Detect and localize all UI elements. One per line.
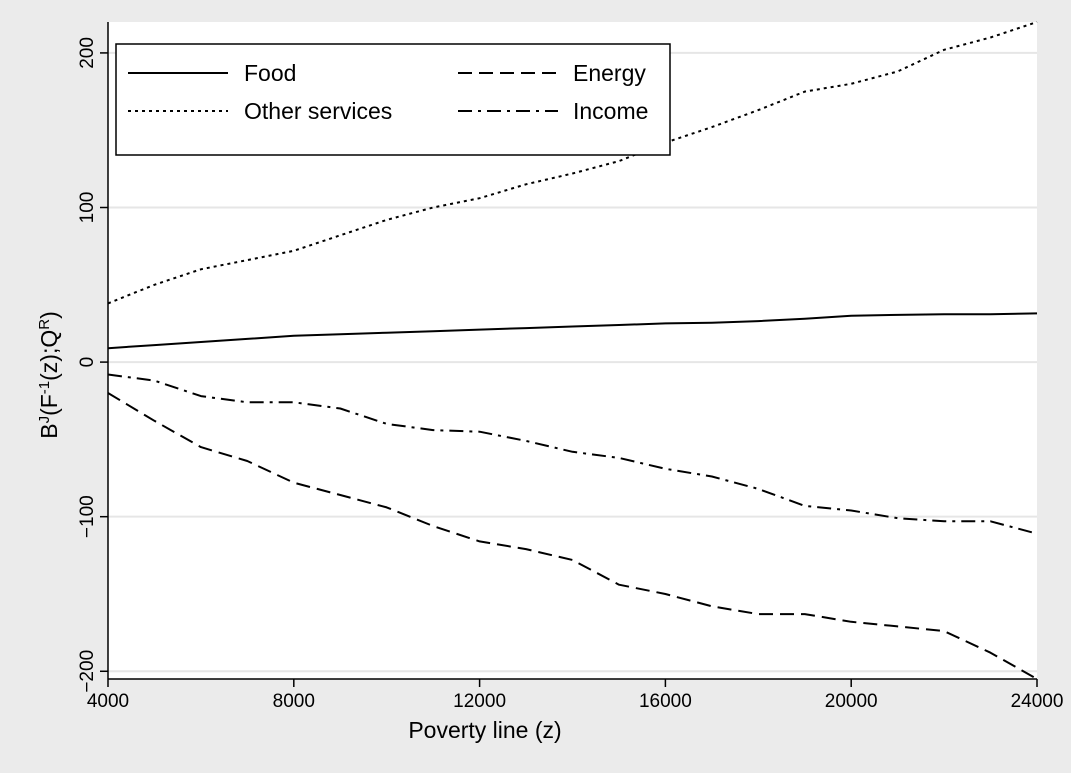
legend: Food Energy Other services Income [115,43,671,156]
y-axis-title-part: J [36,416,53,424]
legend-label-income: Income [573,98,648,124]
legend-label-energy: Energy [573,60,646,86]
x-tick-label: 12000 [453,691,506,712]
y-tick-label: 0 [77,357,98,368]
y-axis-title-part: (z);Q [36,330,62,381]
y-tick-label: 200 [77,37,98,69]
series-line-income [107,373,1038,535]
y-axis-ticks: −200 −100 0 100 200 [77,37,108,693]
y-tick-label: −100 [77,495,98,538]
y-tick-label: 100 [77,192,98,224]
x-axis-ticks: 4000 8000 12000 16000 20000 24000 [87,679,1064,712]
y-axis-title-part: ) [36,311,62,319]
series-lines [107,21,1038,680]
series-line-food [107,312,1038,350]
y-axis-title-part: B [36,423,62,438]
legend-box [115,43,671,156]
y-tick-label: −200 [77,650,98,693]
x-tick-label: 24000 [1011,691,1064,712]
x-axis-title: Poverty line (z) [408,717,561,743]
legend-label-food: Food [244,60,296,86]
x-tick-label: 16000 [639,691,692,712]
y-axis-title-part: R [36,319,53,330]
y-axis-title-part: -1 [36,381,53,394]
x-tick-label: 8000 [273,691,315,712]
x-tick-label: 4000 [87,691,129,712]
legend-label-other-services: Other services [244,98,392,124]
x-tick-label: 20000 [825,691,878,712]
series-line-other-services [107,21,1038,305]
series-line-energy [107,392,1038,680]
y-axis-title: BJ(F-1(z);QR) [36,311,63,439]
y-axis-title-part: (F [36,394,62,416]
